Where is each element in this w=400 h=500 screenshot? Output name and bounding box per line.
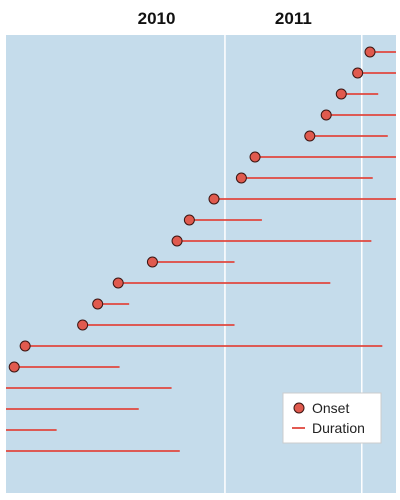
event-row xyxy=(146,256,235,268)
onset-marker xyxy=(19,340,31,352)
onset-marker xyxy=(171,235,183,247)
onset-marker xyxy=(235,172,247,184)
event-row xyxy=(352,67,396,79)
event-row xyxy=(112,277,331,289)
onset-marker xyxy=(249,151,261,163)
onset-marker xyxy=(183,214,195,226)
legend-label-duration: Duration xyxy=(312,420,365,436)
event-row xyxy=(208,193,396,205)
event-row xyxy=(335,88,379,100)
onset-marker xyxy=(352,67,364,79)
event-row xyxy=(320,109,396,121)
event-row xyxy=(77,319,235,331)
onset-marker xyxy=(92,298,104,310)
event-row xyxy=(235,172,373,184)
legend-onset-swatch xyxy=(293,402,305,414)
onset-marker xyxy=(146,256,158,268)
legend-label-onset: Onset xyxy=(312,400,349,416)
year-tick-labels: 201020112012 xyxy=(138,9,312,28)
event-row xyxy=(171,235,372,247)
onset-marker xyxy=(335,88,347,100)
onset-marker xyxy=(8,361,20,373)
legend: Onset Duration xyxy=(282,392,382,444)
onset-marker xyxy=(77,319,89,331)
onset-marker xyxy=(112,277,124,289)
year-tick-2010: 2010 xyxy=(138,9,176,28)
year-tick-2011: 2011 xyxy=(275,9,312,28)
onset-marker xyxy=(208,193,220,205)
event-row xyxy=(364,46,396,58)
event-row xyxy=(304,130,388,142)
legend-box xyxy=(282,392,382,444)
event-series xyxy=(6,46,396,452)
event-row xyxy=(249,151,396,163)
event-row xyxy=(8,361,120,373)
onset-marker xyxy=(304,130,316,142)
event-row xyxy=(19,340,383,352)
onset-marker xyxy=(364,46,376,58)
event-row xyxy=(183,214,262,226)
event-row xyxy=(92,298,130,310)
onset-marker xyxy=(320,109,332,121)
